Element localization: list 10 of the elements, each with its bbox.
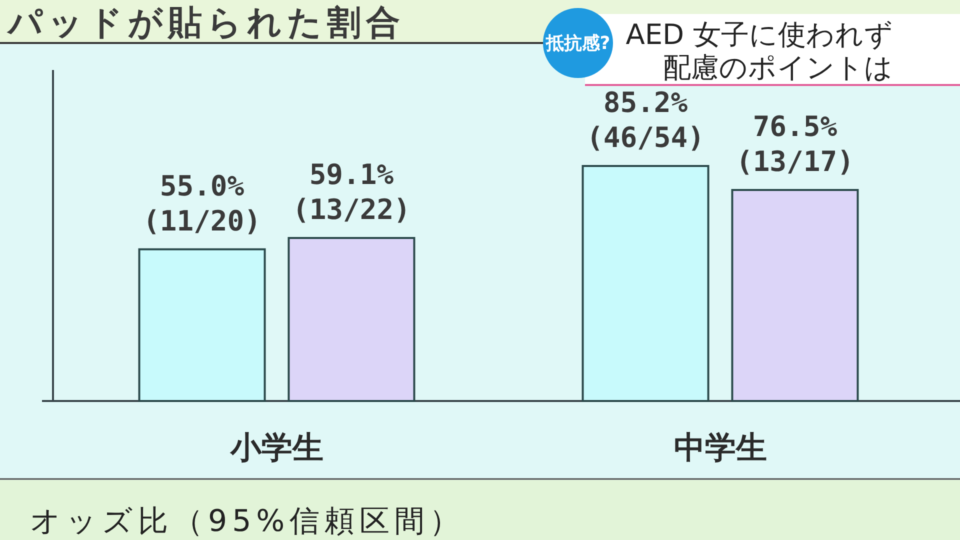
title: パッドが貼られた割合 (8, 3, 405, 43)
category-label: 小学生 (230, 430, 324, 466)
category-label: 中学生 (674, 430, 767, 466)
annotation: オッズ比（95%信頼区間） (30, 504, 465, 539)
annotation: 抵抗感? (546, 32, 610, 55)
value-label: 55.0% (11/20) (143, 169, 262, 238)
value-label: 85.2% (46/54) (586, 86, 705, 154)
annotation: AED 女子に使われず配慮のポイントは (624, 18, 893, 84)
value-label: 59.1% (13/22) (292, 158, 410, 226)
value-label: 76.5% (13/17) (736, 110, 854, 178)
